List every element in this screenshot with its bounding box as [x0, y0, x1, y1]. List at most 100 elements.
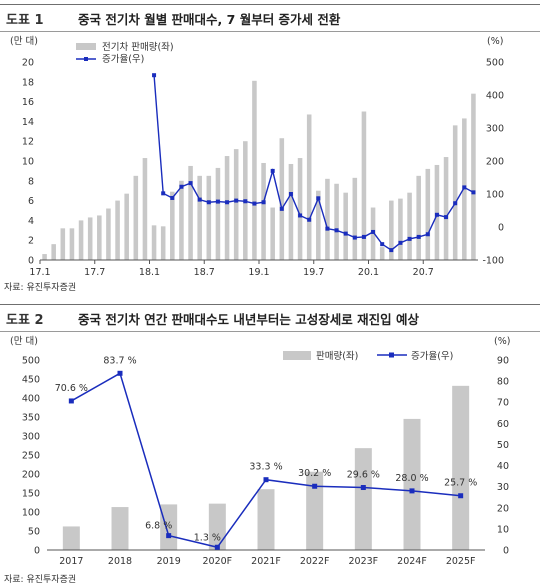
growth-rate-data-label: 28.0 %: [395, 473, 428, 484]
growth-rate-marker: [270, 168, 275, 173]
figure-1-header: 도표 1 중국 전기차 월별 판매대수, 7 월부터 증가세 전환: [0, 4, 540, 32]
x-tick-label: 2022F: [300, 556, 330, 567]
sales-bar: [170, 191, 175, 260]
legend-label-sales: 판매량(좌): [316, 350, 358, 362]
growth-rate-marker: [197, 197, 202, 202]
sales-bar: [297, 158, 303, 260]
growth-rate-marker: [68, 398, 74, 404]
sales-bar: [133, 175, 139, 260]
growth-rate-marker: [471, 190, 476, 195]
annual-sales-bar: [62, 526, 80, 550]
sales-bar: [179, 180, 184, 260]
growth-rate-marker: [263, 477, 269, 483]
growth-rate-marker: [170, 195, 175, 200]
legend-marker-growth: [84, 57, 88, 61]
left-tick-label: 14: [22, 117, 34, 128]
sales-bar: [151, 225, 157, 260]
growth-rate-marker: [458, 493, 464, 499]
right-tick-label: 0: [503, 546, 509, 557]
growth-rate-marker: [312, 483, 318, 489]
growth-rate-marker: [188, 181, 193, 186]
left-tick-label: 50: [28, 527, 40, 538]
sales-bar: [361, 111, 367, 260]
right-tick-label: 70: [497, 398, 509, 409]
growth-rate-marker: [161, 191, 166, 196]
sales-bar: [416, 175, 421, 260]
growth-rate-marker: [360, 485, 366, 491]
sales-bar: [325, 178, 330, 260]
sales-bar: [389, 200, 394, 260]
growth-rate-data-label: 33.3 %: [249, 462, 282, 473]
sales-bar: [197, 175, 202, 260]
right-tick-label: 10: [497, 524, 509, 535]
figure-2-header: 도표 2 중국 전기차 연간 판매대수도 내년부터는 고성장세로 재진입 예상: [0, 304, 540, 332]
annual-sales-bar: [452, 385, 470, 550]
growth-rate-marker: [453, 201, 458, 206]
annual-sales-bar: [208, 503, 226, 550]
growth-rate-data-label: 29.6 %: [347, 470, 380, 481]
legend-swatch-sales: [283, 351, 311, 360]
sales-bar: [69, 228, 75, 260]
sales-bar: [206, 175, 212, 260]
left-tick-label: 250: [22, 451, 40, 462]
x-tick-label: 17.1: [29, 267, 50, 278]
sales-bar: [379, 247, 385, 260]
sales-bar: [306, 114, 312, 260]
left-tick-label: 10: [22, 157, 34, 168]
growth-rate-marker: [307, 217, 312, 222]
left-tick-label: 350: [22, 413, 40, 424]
x-tick-label: 2020F: [203, 556, 233, 567]
sales-bar: [270, 207, 275, 260]
growth-rate-marker: [425, 232, 430, 237]
annual-sales-bar: [403, 418, 421, 550]
left-tick-label: 100: [22, 508, 40, 519]
right-tick-label: 30: [497, 482, 509, 493]
x-tick-label: 17.7: [84, 267, 105, 278]
growth-rate-marker: [409, 488, 415, 494]
left-tick-label: 0: [28, 256, 34, 267]
sales-bar: [279, 138, 285, 260]
sales-bar: [407, 192, 412, 260]
figure-1-source: 자료: 유진투자증권: [4, 283, 77, 293]
sales-bar: [142, 158, 148, 260]
right-tick-label: 400: [486, 91, 504, 102]
growth-rate-marker: [325, 226, 330, 231]
sales-bar: [261, 162, 266, 260]
left-axis-unit: (만 대): [10, 36, 38, 47]
figure-2-title: 중국 전기차 연간 판매대수도 내년부터는 고성장세로 재진입 예상: [78, 312, 419, 327]
sales-bar: [215, 167, 221, 260]
growth-rate-marker: [152, 73, 157, 78]
sales-bar: [288, 163, 294, 260]
right-tick-label: 200: [486, 157, 504, 168]
annual-sales-bar: [354, 448, 372, 550]
left-tick-label: 400: [22, 394, 40, 405]
sales-bar: [160, 226, 166, 260]
sales-bar: [425, 168, 431, 260]
growth-rate-data-label: 1.3 %: [194, 532, 221, 543]
right-tick-label: 40: [497, 461, 509, 472]
left-tick-label: 6: [28, 196, 34, 207]
sales-bar: [452, 125, 458, 260]
left-tick-label: 18: [22, 77, 34, 88]
sales-bar: [316, 190, 321, 260]
sales-bar: [87, 217, 93, 260]
x-tick-label: 2025F: [446, 556, 476, 567]
sales-bar: [60, 228, 66, 260]
legend-label-sales: 전기차 판매량(좌): [102, 41, 174, 53]
growth-rate-marker: [389, 248, 394, 253]
figure-2-tag: 도표 2: [6, 313, 44, 328]
x-tick-label: 20.1: [358, 267, 379, 278]
x-tick-label: 19.7: [303, 267, 324, 278]
growth-rate-marker: [179, 184, 184, 189]
x-tick-label: 2018: [108, 556, 132, 567]
x-tick-label: 2017: [59, 556, 83, 567]
left-tick-label: 16: [22, 97, 34, 108]
left-tick-label: 8: [28, 176, 34, 187]
left-tick-label: 2: [28, 236, 34, 247]
legend-label-growth: 증가율(우): [411, 351, 453, 362]
left-tick-label: 12: [22, 137, 34, 148]
sales-bar: [443, 157, 449, 260]
sales-bar: [51, 244, 56, 260]
right-tick-label: 50: [497, 440, 509, 451]
sales-bar: [115, 200, 120, 260]
